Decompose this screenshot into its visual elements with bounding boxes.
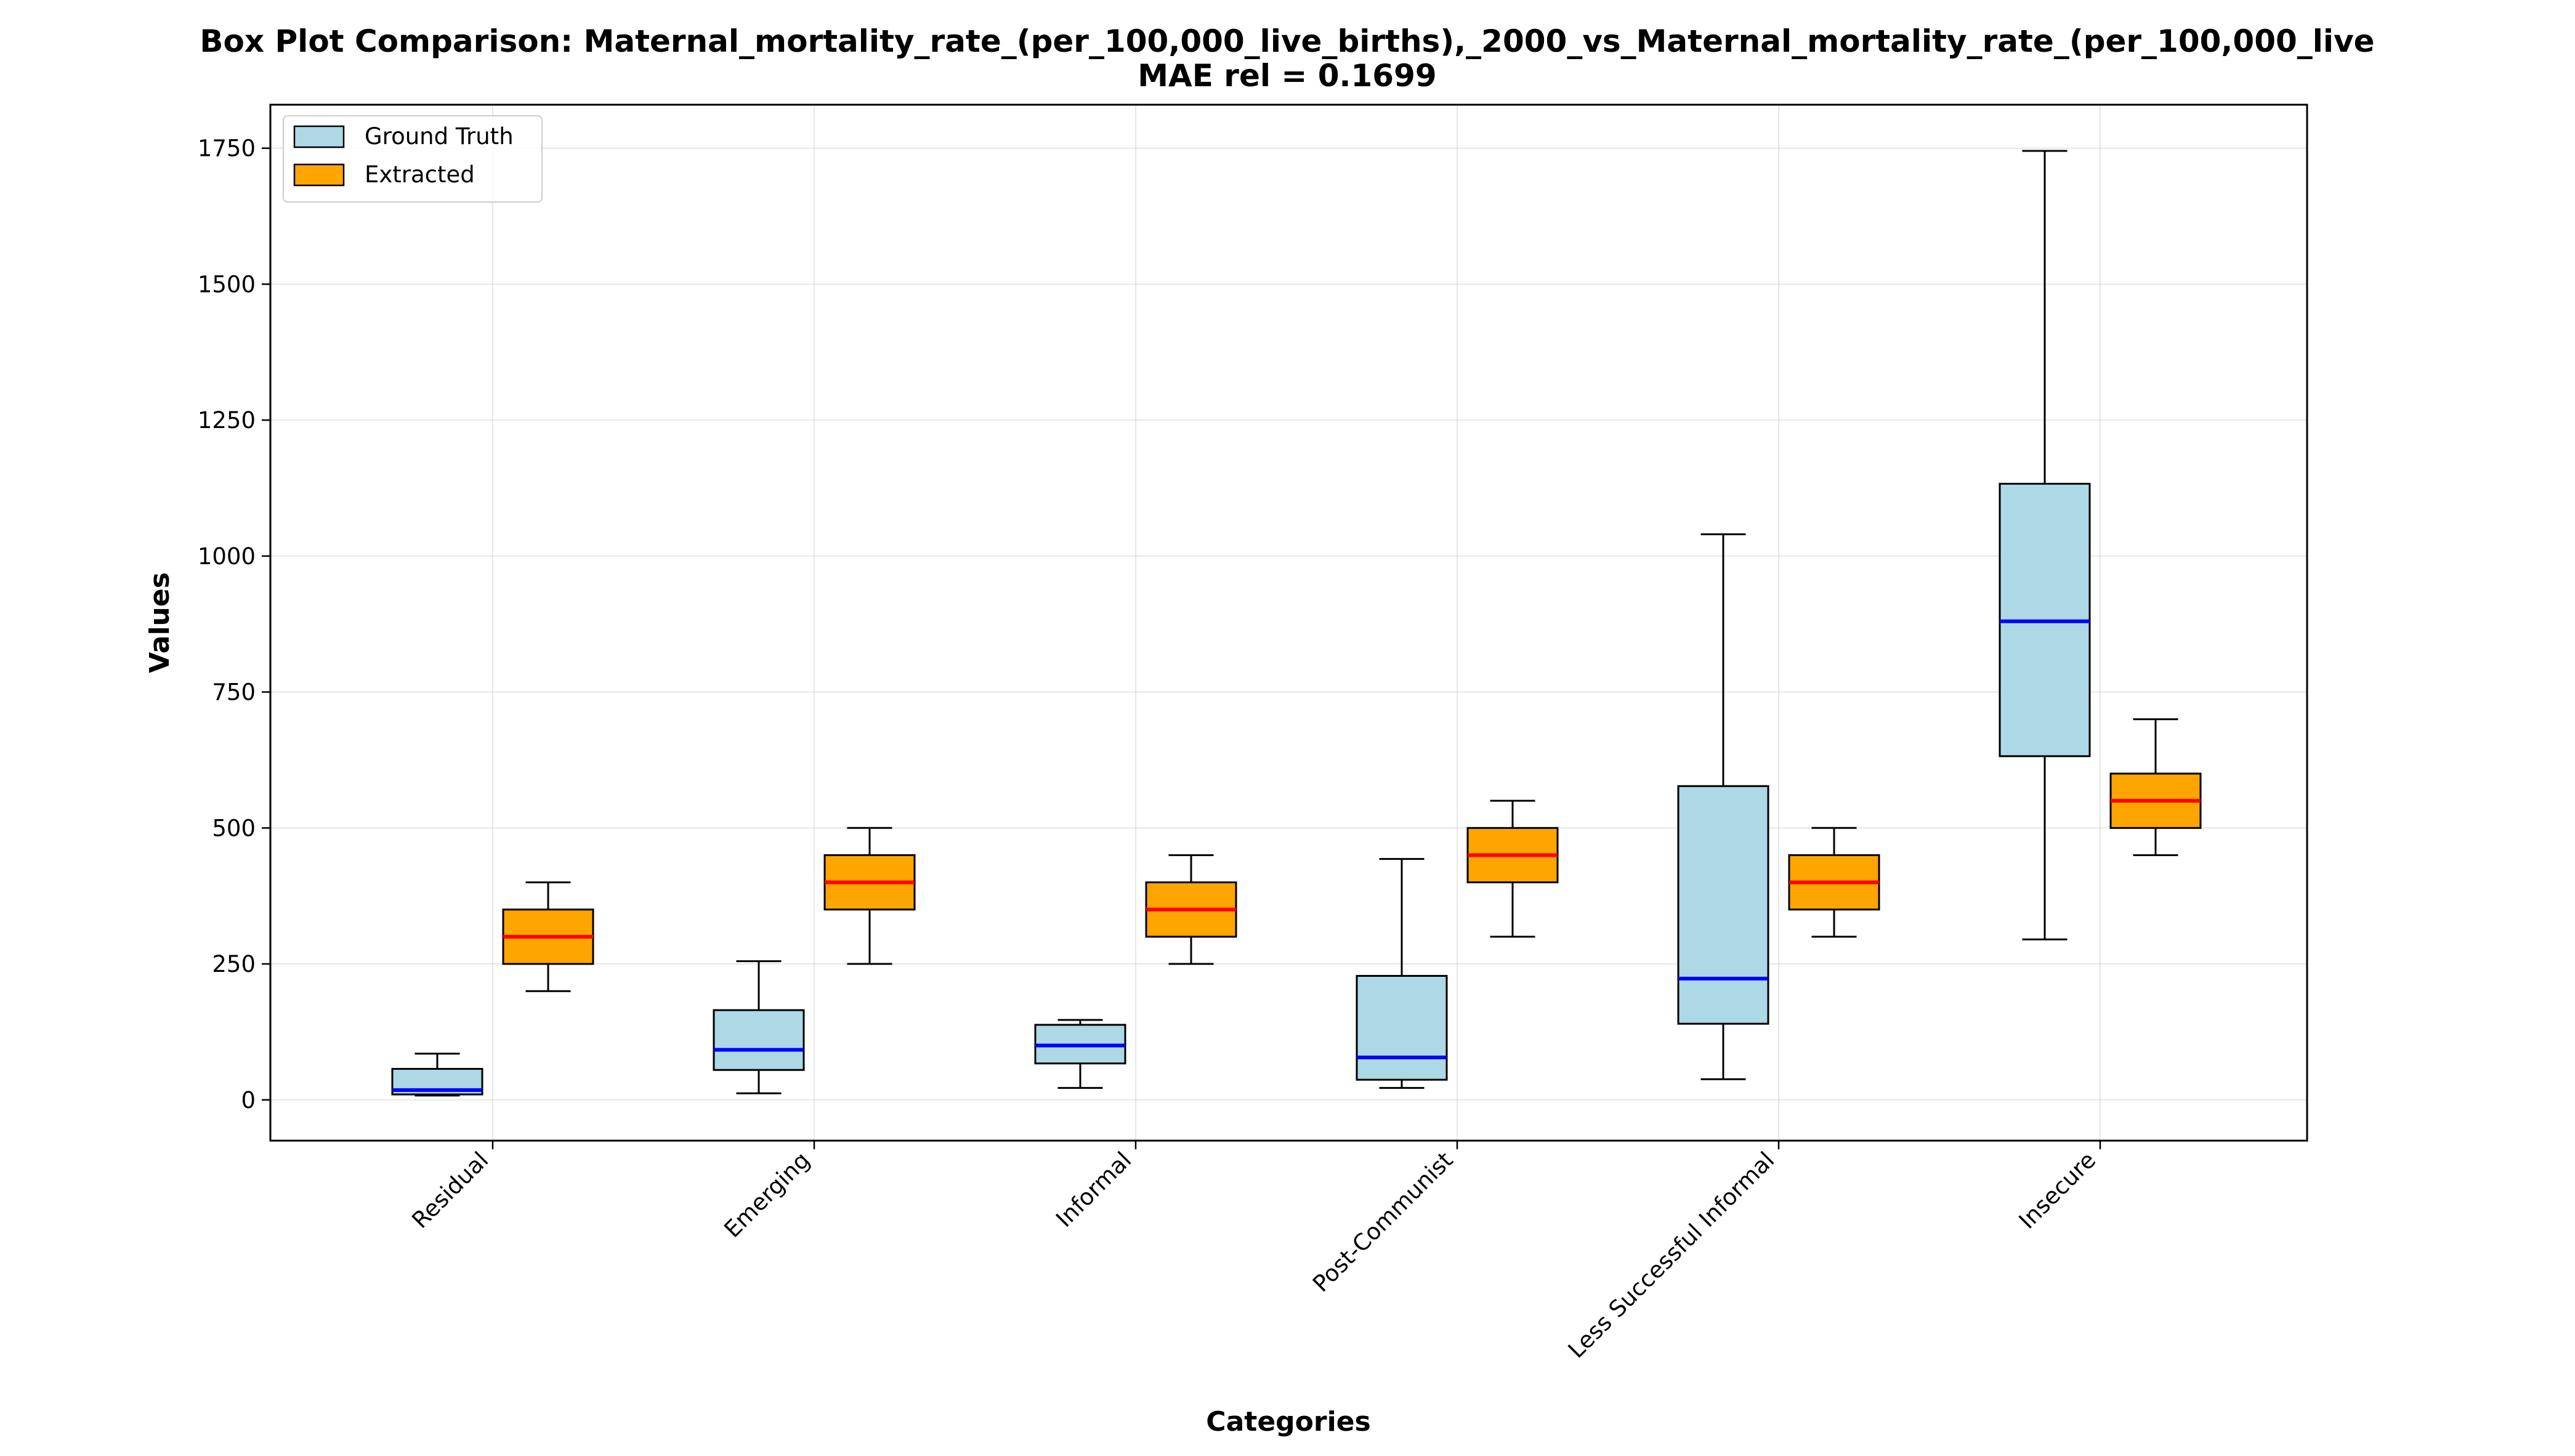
boxes [391, 150, 2202, 1097]
y-tick-label: 250 [212, 951, 256, 977]
y-tick-label: 1000 [198, 543, 256, 570]
chart-title: Box Plot Comparison: Maternal_mortality_… [200, 23, 2374, 59]
chart-subtitle: MAE rel = 0.1699 [1138, 58, 1436, 94]
y-tick-label: 1750 [198, 135, 256, 162]
ground-truth-box [1356, 974, 1448, 1081]
legend-swatch-extracted [293, 163, 345, 187]
ground-truth-box [1677, 785, 1769, 1025]
y-tick-label: 750 [212, 679, 256, 706]
y-tick-label: 1500 [198, 271, 256, 297]
legend: Ground Truth Extracted [283, 115, 543, 203]
x-axis-label: Categories [1206, 1406, 1370, 1438]
ground-truth-box [713, 1009, 805, 1071]
legend-frame [283, 115, 543, 203]
y-tick-label: 1250 [198, 407, 256, 434]
y-tick-label: 0 [241, 1087, 256, 1114]
legend-swatch-ground-truth [293, 125, 345, 148]
plot-frame [269, 103, 2308, 1142]
legend-label-ground-truth: Ground Truth [365, 123, 514, 150]
legend-label-extracted: Extracted [365, 161, 475, 188]
y-tick-label: 500 [212, 815, 256, 841]
grid [270, 105, 2307, 1141]
y-axis-label: Values [144, 572, 176, 673]
